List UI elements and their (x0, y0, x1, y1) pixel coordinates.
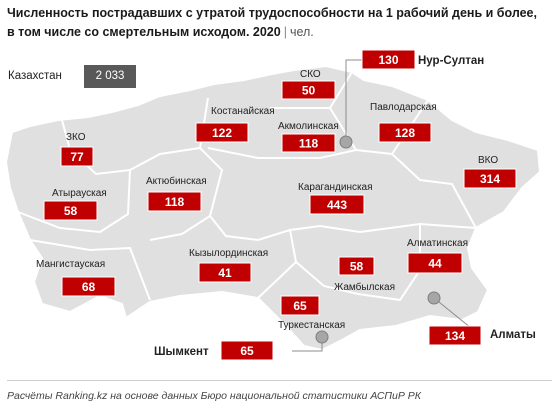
region-карагандинская-value: 443 (327, 198, 347, 212)
region-вко-value: 314 (480, 172, 500, 186)
region-карагандинская-box (309, 194, 365, 215)
region-зко-label: ЗКО (66, 132, 86, 143)
region-алматинская-value: 44 (428, 257, 442, 271)
region-карагандинская-label: Карагандинская (298, 182, 373, 193)
city-алматы-box (428, 325, 482, 346)
region-вко-label: ВКО (478, 155, 498, 166)
city-шымкент-value: 65 (240, 344, 254, 358)
region-акмолинская-value: 118 (299, 137, 319, 151)
total-label: Казахстан (8, 70, 62, 82)
title-line-1: Численность пострадавших с утратой трудо… (7, 6, 537, 20)
title-separator: | (283, 25, 287, 39)
region-жамбылская-label: Жамбылская (334, 281, 395, 293)
city-алматы-marker (427, 291, 441, 305)
border-east-kazakhstan (391, 153, 477, 229)
footer-source: Расчёты Ranking.kz на основе данных Бюро… (7, 390, 421, 402)
city-нур-султан-box (361, 49, 416, 70)
region-костанайская-label: Костанайская (211, 106, 275, 117)
border-mangystau (29, 239, 151, 301)
region-жамбылская-box (338, 256, 375, 276)
footer-divider (7, 380, 552, 381)
title-line-2-text: в том числе со смертельным исходом. 2020 (7, 25, 281, 39)
region-павлодарская-box (378, 122, 432, 143)
title-line-2: в том числе со смертельным исходом. 2020… (7, 23, 552, 42)
region-кызылординская-value: 41 (218, 266, 232, 280)
region-атырауская-label: Атырауская (52, 188, 107, 199)
region-кызылординская-box (198, 262, 252, 283)
city-шымкент-box (220, 340, 274, 361)
chart-title: Численность пострадавших с утратой трудо… (7, 4, 552, 42)
region-атырауская-value: 58 (64, 204, 78, 218)
region-жамбылская-value: 58 (350, 260, 364, 274)
region-павлодарская-label: Павлодарская (370, 102, 437, 113)
border-akmola-karaganda (207, 147, 393, 159)
region-актюбинская-box (147, 191, 202, 212)
region-атырауская-box (43, 200, 98, 221)
region-мангистауская-label: Мангистауская (36, 259, 105, 270)
city-нур-султан-value: 130 (378, 53, 398, 67)
region-актюбинская-label: Актюбинская (146, 175, 207, 187)
region-ско-label: СКО (300, 69, 321, 80)
region-акмолинская-label: Акмолинская (278, 121, 339, 132)
unit-label: чел. (289, 25, 314, 39)
region-актюбинская-value: 118 (165, 195, 185, 209)
region-туркестанская-box (280, 295, 320, 316)
city-алматы-value: 134 (445, 329, 465, 343)
city-нур-султан-marker (339, 135, 353, 149)
region-костанайская-value: 122 (212, 126, 232, 140)
region-костанайская-box (195, 122, 249, 143)
region-павлодарская-value: 128 (395, 126, 415, 140)
city-шымкент-marker (315, 330, 329, 344)
leader-nur-sultan (345, 59, 364, 142)
border-atyrau (17, 169, 131, 234)
city-шымкент-label: Шымкент (154, 346, 209, 358)
region-зко-box (60, 146, 94, 167)
border-kyzylorda (209, 215, 361, 242)
region-ско-box (281, 80, 336, 100)
border-turkestan (257, 261, 297, 299)
border-aktobe (129, 146, 224, 241)
region-туркестанская-label: Туркестанская (278, 320, 345, 331)
region-ско-value: 50 (302, 84, 316, 98)
total-value-box: 2 033 (84, 65, 136, 88)
region-мангистауская-value: 68 (82, 280, 96, 294)
region-алматинская-box (407, 252, 463, 274)
city-нур-султан-label: Нур-Султан (418, 55, 484, 67)
region-кызылординская-label: Кызылординская (189, 248, 268, 259)
region-алматинская-label: Алматинская (407, 238, 468, 249)
city-алматы-label: Алматы (490, 329, 536, 341)
region-туркестанская-value: 65 (293, 299, 307, 313)
region-вко-box (463, 168, 517, 189)
region-акмолинская-box (281, 133, 336, 153)
region-мангистауская-box (61, 276, 116, 297)
region-зко-value: 77 (70, 150, 84, 164)
